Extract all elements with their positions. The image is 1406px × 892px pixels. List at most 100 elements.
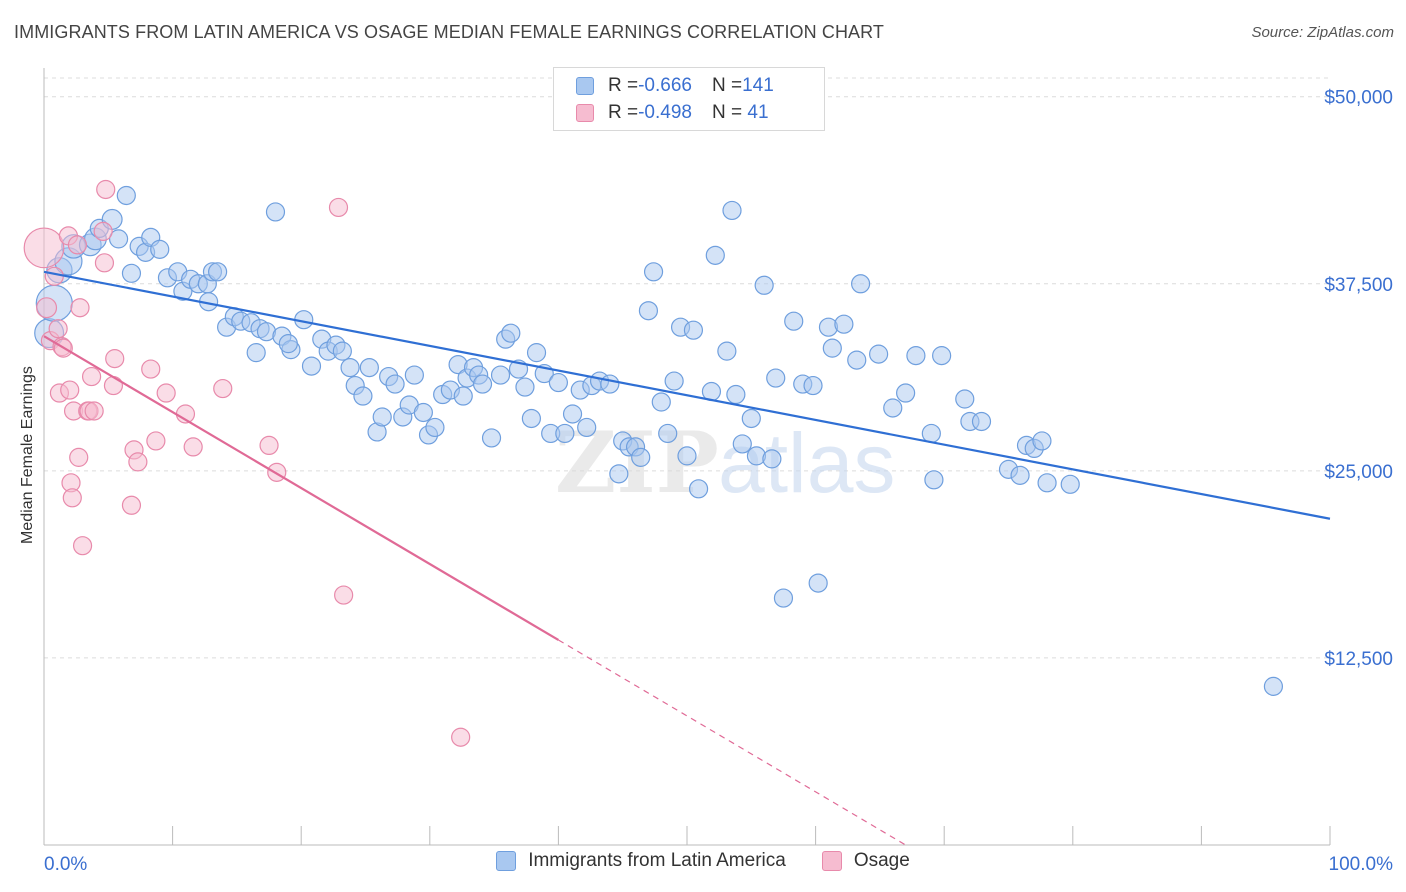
latin-america-point [851, 274, 871, 294]
stats-swatch-pink [576, 104, 594, 122]
latin-america-point [265, 202, 286, 222]
latin-america-point [490, 365, 511, 385]
stats-r-value: -0.666 [638, 75, 692, 96]
osage-point [103, 375, 124, 396]
osage-point [81, 366, 102, 387]
osage-point [121, 495, 142, 515]
latin-america-point [658, 423, 678, 444]
latin-america-point [1037, 473, 1057, 493]
legend-item-osage[interactable]: Osage [821, 850, 910, 872]
latin-america-point [555, 423, 575, 444]
latin-america-point [600, 374, 620, 394]
latin-america-point [808, 573, 828, 593]
latin-america-point [726, 384, 746, 405]
osage-point [259, 435, 279, 456]
stats-row-osage: R = -0.498 N = 41 [576, 100, 769, 126]
osage-point [93, 221, 113, 241]
latin-america-point [385, 374, 405, 394]
latin-america-point [340, 357, 360, 378]
latin-america-point [278, 334, 298, 354]
latin-america-point [822, 338, 842, 358]
osage-point [96, 179, 116, 200]
latin-america-point [705, 245, 725, 265]
latin-america-point [301, 356, 322, 376]
latin-america-point [932, 346, 952, 366]
latin-america-point [515, 377, 535, 397]
osage-point [146, 431, 166, 451]
latin-america-point [955, 389, 975, 409]
osage-point [213, 378, 233, 399]
stats-n-value: 141 [742, 75, 774, 96]
latin-america-point [643, 262, 664, 282]
latin-america-point [921, 423, 941, 444]
osage-point [267, 462, 287, 482]
latin-america-point [818, 317, 839, 337]
latin-america-point [883, 398, 903, 418]
latin-america-point [717, 341, 737, 361]
latin-america-point [638, 301, 659, 321]
latin-america-point [372, 407, 392, 427]
osage-point [128, 452, 148, 472]
latin-america-point [526, 343, 547, 363]
latin-america-point [847, 350, 867, 370]
latin-america-point [562, 404, 583, 424]
latin-america-point [741, 408, 761, 429]
osage-point [48, 319, 68, 339]
latin-america-point [472, 374, 493, 394]
osage-point [72, 536, 93, 556]
latin-america-point [150, 239, 170, 259]
latin-america-point [762, 449, 782, 469]
latin-america-point [766, 368, 786, 388]
osage-point [451, 727, 471, 747]
stats-row-latin-america: R = -0.666 N = 141 [576, 73, 774, 99]
y-tick-label: $12,500 [1324, 649, 1393, 670]
latin-america-point [784, 311, 804, 331]
y-tick-label: $37,500 [1324, 275, 1393, 296]
x-tick-label-max: 100.0% [1329, 854, 1394, 875]
latin-america-point [609, 464, 629, 484]
osage-point [156, 383, 176, 403]
osage-point [183, 437, 203, 457]
stats-n-label: N = [711, 102, 743, 123]
osage-point [141, 359, 161, 379]
latin-america-point [548, 372, 569, 393]
latin-america-point [971, 411, 992, 432]
stats-r-label: R = [608, 102, 639, 123]
latin-america-point [773, 588, 794, 608]
latin-america-point [108, 229, 129, 249]
latin-america-point [896, 383, 916, 403]
stats-n-value: 41 [742, 102, 769, 123]
latin-america-point [404, 365, 424, 385]
latin-america-point [353, 386, 373, 406]
y-tick-label: $25,000 [1324, 462, 1393, 483]
latin-america-point [683, 320, 704, 340]
latin-america-point [332, 341, 352, 361]
source-credit: Source: ZipAtlas.com [1251, 24, 1394, 41]
latin-america-point [208, 262, 228, 282]
osage-point [36, 297, 58, 319]
osage-point [60, 380, 80, 400]
osage-point [23, 227, 65, 269]
osage-point [334, 585, 354, 605]
latin-america-point [677, 446, 697, 466]
latin-america-point [746, 446, 767, 466]
latin-america-point [246, 343, 266, 363]
osage-point [70, 298, 90, 318]
latin-america-trendline [43, 270, 1331, 520]
latin-america-point [754, 275, 774, 295]
legend-item-latin-america[interactable]: Immigrants from Latin America [496, 850, 786, 872]
latin-america-point [521, 408, 541, 429]
latin-america-point [453, 386, 473, 406]
correlation-stats-box: R = -0.666 N = 141 R = -0.498 N = 41 [553, 67, 825, 131]
latin-america-point [577, 417, 597, 438]
osage-point [67, 235, 88, 255]
latin-america-point [1010, 465, 1030, 485]
latin-america-point [501, 323, 521, 343]
latin-america-point [425, 417, 445, 438]
latin-america-point [834, 314, 854, 334]
stats-r-value: -0.498 [638, 102, 692, 123]
latin-america-point [121, 263, 142, 283]
x-tick-label-min: 0.0% [44, 854, 87, 875]
watermark-atlas: atlas [718, 416, 895, 510]
